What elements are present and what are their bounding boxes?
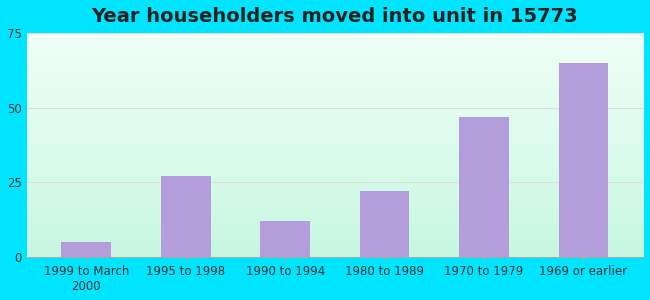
Bar (62, 242, 111, 257)
Bar (161, 176, 211, 257)
Bar (260, 221, 310, 257)
Bar (558, 63, 608, 257)
Bar (459, 117, 509, 257)
Bar (359, 191, 410, 257)
Title: Year householders moved into unit in 15773: Year householders moved into unit in 157… (92, 7, 578, 26)
